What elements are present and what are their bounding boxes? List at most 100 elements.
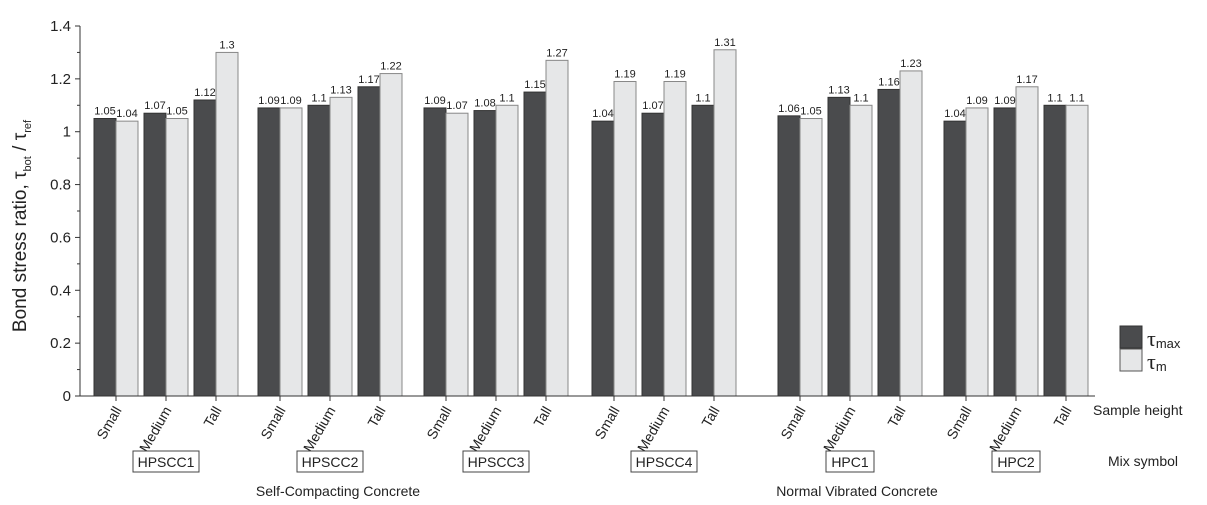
category-label: Tall: [200, 404, 224, 430]
legend-swatch-tau-max: [1119, 325, 1143, 349]
bar-hpc1-medium-tau-m: [849, 104, 873, 397]
bar-hpc1-tall-tau-max: [877, 88, 901, 397]
bar-value-label: 1.27: [546, 47, 567, 59]
y-tick-label: 0.4: [50, 282, 71, 299]
category-label: Medium: [634, 404, 673, 455]
category-label: Medium: [986, 404, 1025, 455]
mix-box: [991, 450, 1041, 473]
bar-hpscc1-tall-tau-m: [215, 51, 239, 397]
category-label: Medium: [136, 404, 175, 455]
bar-value-label: 1.06: [778, 103, 799, 115]
bar-hpscc3-tall-tau-max: [523, 91, 547, 397]
category-label: Tall: [884, 404, 908, 430]
bar-hpc2-small-tau-m: [965, 107, 989, 397]
bar-value-label: 1.1: [499, 92, 514, 104]
bar-value-label: 1.05: [166, 106, 187, 118]
bar-value-label: 1.09: [994, 95, 1015, 107]
legend-swatch-tau-m: [1119, 348, 1143, 372]
bar-value-label: 1.15: [524, 79, 545, 91]
category-label: Small: [943, 404, 974, 442]
bar-hpscc3-medium-tau-max: [473, 110, 497, 397]
bar-value-label: 1.07: [144, 100, 165, 112]
bar-hpc1-tall-tau-m: [899, 70, 923, 397]
bar-value-label: 1.13: [330, 84, 351, 96]
bar-hpc2-medium-tau-m: [1015, 86, 1039, 397]
bar-value-label: 1.09: [258, 95, 279, 107]
category-label: Tall: [530, 404, 554, 430]
category-label: Tall: [698, 404, 722, 430]
bar-hpscc2-medium-tau-max: [307, 104, 331, 397]
y-tick-label: 1.4: [50, 18, 71, 35]
y-axis-label: Bond stress ratio, τbot / τref: [10, 119, 34, 332]
bar-hpc1-small-tau-max: [777, 115, 801, 397]
bar-value-label: 1.09: [280, 95, 301, 107]
mix-label: HPC1: [831, 454, 869, 470]
bar-hpscc4-medium-tau-m: [663, 81, 687, 397]
category-label: Small: [423, 404, 454, 442]
category-label: Small: [257, 404, 288, 442]
y-tick-label: 0.8: [50, 177, 71, 194]
family-label: Self-Compacting Concrete: [256, 483, 420, 499]
category-label: Small: [93, 404, 124, 442]
bar-value-label: 1.07: [642, 100, 663, 112]
bar-hpscc1-medium-tau-m: [165, 118, 189, 397]
bar-hpc1-small-tau-m: [799, 118, 823, 397]
mix-label: HPSCC4: [636, 454, 693, 470]
bar-value-label: 1.04: [116, 108, 137, 120]
bar-hpscc4-small-tau-m: [613, 81, 637, 397]
category-label: Tall: [364, 404, 388, 430]
bar-value-label: 1.07: [446, 100, 467, 112]
category-label: Small: [591, 404, 622, 442]
bar-value-label: 1.1: [1047, 92, 1062, 104]
bar-hpc2-small-tau-max: [943, 120, 967, 397]
bar-hpscc4-medium-tau-max: [641, 112, 665, 397]
category-label: Medium: [820, 404, 859, 455]
bar-hpscc1-small-tau-m: [115, 120, 139, 397]
bar-value-label: 1.08: [474, 98, 495, 110]
category-label: Tall: [1050, 404, 1074, 430]
bar-hpscc1-small-tau-max: [93, 118, 117, 397]
bar-value-label: 1.05: [94, 106, 115, 118]
bar-hpscc3-medium-tau-m: [495, 104, 519, 397]
bar-value-label: 1.05: [800, 106, 821, 118]
bar-value-label: 1.23: [900, 58, 921, 70]
bar-hpscc3-small-tau-m: [445, 112, 469, 397]
bar-hpscc4-tall-tau-m: [713, 49, 737, 397]
category-label: Medium: [466, 404, 505, 455]
family-label: Normal Vibrated Concrete: [776, 483, 938, 499]
bar-hpscc3-small-tau-max: [423, 107, 447, 397]
bar-value-label: 1.12: [194, 87, 215, 99]
bar-hpc2-tall-tau-m: [1065, 104, 1089, 397]
axis-layer: 0 0.2 0.4 0.6 0.8 1 1.2 1.4: [50, 18, 1095, 405]
bar-value-label: 1.1: [695, 92, 710, 104]
bar-value-label: 1.09: [966, 95, 987, 107]
y-tick-label: 1: [63, 124, 71, 141]
y-tick-label: 0.6: [50, 229, 71, 246]
mix-symbol-label: Mix symbol: [1108, 453, 1178, 469]
category-label: Medium: [300, 404, 339, 455]
sample-height-label: Sample height: [1093, 402, 1183, 418]
bar-value-label: 1.1: [311, 92, 326, 104]
bar-hpscc4-small-tau-max: [591, 120, 615, 397]
bar-hpscc3-tall-tau-m: [545, 59, 569, 397]
y-tick-label: 0: [63, 388, 71, 405]
mix-box: [825, 450, 875, 473]
bar-hpscc1-medium-tau-max: [143, 112, 167, 397]
bar-hpc1-medium-tau-max: [827, 96, 851, 397]
bar-value-label: 1.1: [853, 92, 868, 104]
bar-hpc2-medium-tau-max: [993, 107, 1017, 397]
mix-label: HPSCC1: [138, 454, 195, 470]
bar-value-label: 1.16: [878, 76, 899, 88]
bar-hpscc1-tall-tau-max: [193, 99, 217, 397]
bar-value-label: 1.04: [944, 108, 965, 120]
bar-value-label: 1.31: [714, 37, 735, 49]
bar-value-label: 1.09: [424, 95, 445, 107]
mix-label: HPSCC3: [468, 454, 525, 470]
bar-hpscc2-tall-tau-m: [379, 73, 403, 397]
bar-hpscc2-medium-tau-m: [329, 96, 353, 397]
bar-value-label: 1.22: [380, 61, 401, 73]
bar-hpscc2-small-tau-m: [279, 107, 303, 397]
bar-value-label: 1.19: [614, 69, 635, 81]
